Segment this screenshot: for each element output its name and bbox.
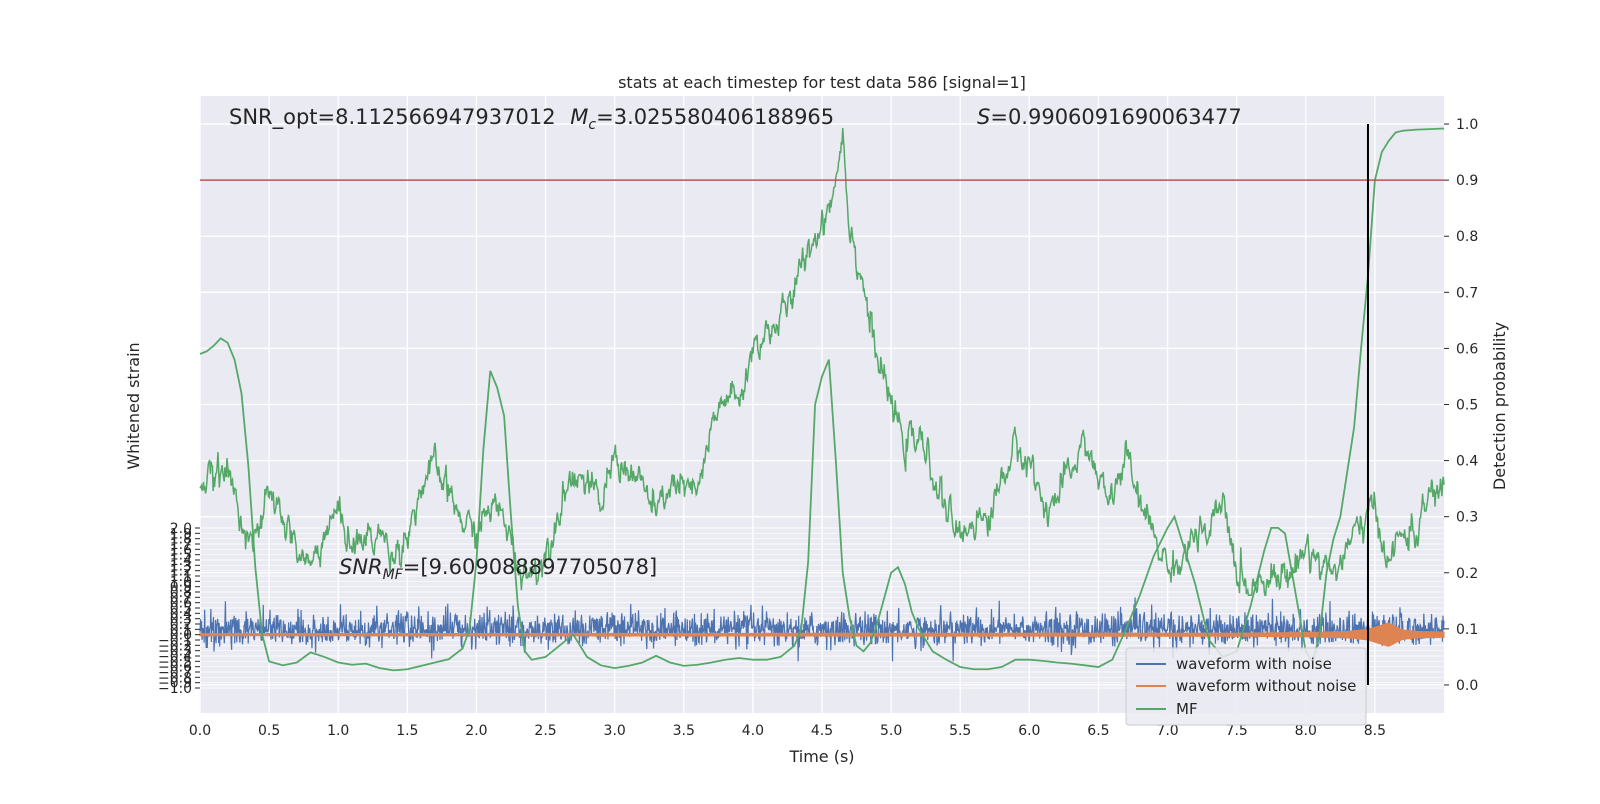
series-probability <box>199 127 1445 596</box>
x-axis-gridlines <box>199 96 1376 713</box>
s-symbol: S <box>977 105 990 129</box>
left-tick-label: −0.2 <box>158 638 192 654</box>
left-tick-label: 0.7 <box>170 590 192 606</box>
left-tick-label: 1.1 <box>170 569 192 585</box>
series-waveform-with-noise <box>199 597 1445 662</box>
x-tick-label: 4.5 <box>811 723 833 739</box>
right-axis-ticks: 0.0 0.1 0.2 0.3 0.4 0.5 0.6 0.7 0.8 0.9 1.0 <box>1444 117 1478 694</box>
right-tick-label: 0.2 <box>1456 566 1478 582</box>
snr-mf-subscript: MF <box>383 567 404 583</box>
right-tick-label: 0.3 <box>1456 510 1478 526</box>
x-tick-label: 8.0 <box>1295 723 1317 739</box>
left-tick-label: 1.7 <box>170 537 192 553</box>
x-tick-label: 5.0 <box>880 723 902 739</box>
left-tick-label: −0.3 <box>158 644 192 660</box>
left-tick-label: 1.2 <box>170 564 192 580</box>
snr-mf-symbol: SNR <box>339 555 383 579</box>
x-tick-label: 6.0 <box>1018 723 1040 739</box>
x-tick-label: 1.5 <box>396 723 418 739</box>
legend-label-mf: MF <box>1176 700 1198 718</box>
strain-noise-line <box>199 597 1445 662</box>
right-tick-label: 0.4 <box>1456 454 1478 470</box>
mc-value: =3.025580406188965 <box>596 105 834 129</box>
left-tick-label: −0.5 <box>158 654 192 670</box>
left-tick-label: 0.3 <box>170 612 192 628</box>
left-tick-label: −0.4 <box>158 649 192 665</box>
series-waveform-without-noise <box>199 622 1445 647</box>
left-tick-label: 0.2 <box>170 617 192 633</box>
right-tick-label: 0.1 <box>1456 622 1478 638</box>
left-tick-label: 0.0 <box>170 628 192 644</box>
left-tick-label: 2.0 <box>170 521 192 537</box>
right-tick-label: 0.9 <box>1456 173 1478 189</box>
left-tick-label: −0.9 <box>158 676 192 692</box>
mc-symbol: M <box>570 105 588 129</box>
right-tick-label: 0.5 <box>1456 398 1478 414</box>
left-tick-label: 1.5 <box>170 548 192 564</box>
left-tick-label: 0.6 <box>170 596 192 612</box>
probability-line <box>199 127 1445 596</box>
x-tick-label: 7.0 <box>1156 723 1178 739</box>
right-tick-label: 1.0 <box>1456 117 1478 133</box>
left-tick-label: 1.0 <box>170 574 192 590</box>
left-tick-label: 1.9 <box>170 526 192 542</box>
right-tick-label: 0.6 <box>1456 341 1478 357</box>
annotation-snr-opt-mc: SNR_opt=8.112566947937012 Mc=3.025580406… <box>229 105 834 133</box>
x-tick-label: 2.0 <box>465 723 487 739</box>
snr-opt-text: SNR_opt=8.112566947937012 <box>229 105 556 130</box>
x-tick-label: 4.0 <box>742 723 764 739</box>
left-tick-label: 0.9 <box>170 580 192 596</box>
annotation-snr-mf: SNRMF=[9.609088897705078] <box>339 555 657 583</box>
legend: waveform with noise waveform without noi… <box>1125 647 1367 726</box>
left-tick-label: −0.6 <box>158 660 192 676</box>
legend-box <box>1125 647 1367 726</box>
left-tick-label: 1.3 <box>170 558 192 574</box>
left-tick-label: 0.1 <box>170 622 192 638</box>
right-tick-label: 0.8 <box>1456 229 1478 245</box>
x-tick-label: 2.5 <box>534 723 556 739</box>
x-tick-label: 0.0 <box>189 723 211 739</box>
left-tick-label: 1.4 <box>170 553 192 569</box>
left-tick-label: 0.8 <box>170 585 192 601</box>
x-tick-label: 8.5 <box>1364 723 1386 739</box>
x-tick-label: 7.5 <box>1226 723 1248 739</box>
mf-line <box>199 127 1445 672</box>
chart-title: stats at each timestep for test data 586… <box>618 73 1026 92</box>
annotation-s: S=0.9906091690063477 <box>977 105 1242 129</box>
left-tick-label: −0.1 <box>158 633 192 649</box>
left-tick-label: −1.0 <box>158 681 192 697</box>
left-axis-ticks: −1.0−0.9−0.8−0.7−0.6−0.5−0.4−0.3−0.2−0.1… <box>158 521 200 697</box>
x-tick-label: 6.5 <box>1087 723 1109 739</box>
left-tick-label: −0.8 <box>158 670 192 686</box>
left-axis-label: Whitened strain <box>124 342 143 469</box>
left-tick-label: 0.4 <box>170 606 192 622</box>
snr-mf-value: =[9.609088897705078] <box>403 555 657 579</box>
left-tick-label: 1.6 <box>170 542 192 558</box>
mc-subscript: c <box>588 117 596 133</box>
x-axis-ticks: 0.0 0.5 1.0 1.5 2.0 2.5 3.0 3.5 4.0 4.5 5.0 5.5 6.0 6… <box>189 723 1386 739</box>
s-value: =0.9906091690063477 <box>990 105 1241 129</box>
left-tick-label: −0.7 <box>158 665 192 681</box>
right-tick-label: 0.0 <box>1456 678 1478 694</box>
x-axis-label: Time (s) <box>788 747 854 766</box>
left-tick-label: 0.5 <box>170 601 192 617</box>
right-tick-label: 0.7 <box>1456 285 1478 301</box>
legend-label-clean: waveform without noise <box>1176 677 1356 695</box>
x-tick-label: 1.0 <box>327 723 349 739</box>
x-tick-label: 5.5 <box>949 723 971 739</box>
legend-label-noise: waveform with noise <box>1176 655 1332 673</box>
series-mf <box>199 127 1445 672</box>
x-tick-label: 0.5 <box>258 723 280 739</box>
left-tick-label: 1.8 <box>170 532 192 548</box>
x-tick-label: 3.0 <box>604 723 626 739</box>
clean-waveform-band <box>199 622 1445 647</box>
right-axis-label: Detection probability <box>1490 322 1509 490</box>
x-tick-label: 3.5 <box>673 723 695 739</box>
